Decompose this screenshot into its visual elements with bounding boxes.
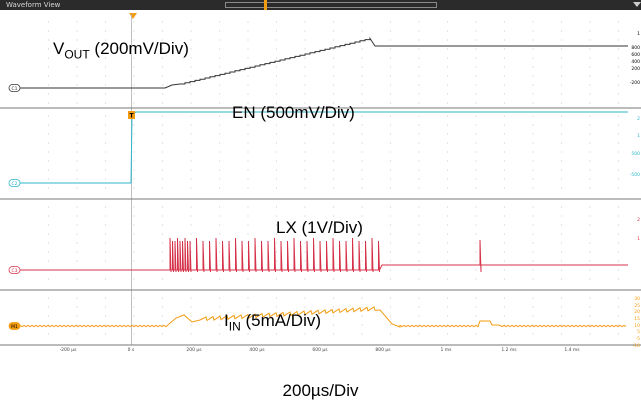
trigger-position-marker[interactable] bbox=[129, 13, 137, 19]
scale-tick-m1-2: 20 bbox=[634, 309, 640, 315]
channel-badge-m1: M1 bbox=[8, 322, 21, 330]
channel-badge-label: M1 bbox=[11, 324, 18, 330]
scale-tick-m1-1: 25 bbox=[634, 303, 640, 309]
channel-badge-label: C1 bbox=[11, 86, 17, 92]
trigger-flag-label: T bbox=[129, 113, 134, 120]
time-tick-label: 1 ms bbox=[440, 347, 452, 353]
vout-label: VOUT (200mV/Div) bbox=[53, 39, 189, 61]
scale-tick-c2-1: 1 bbox=[637, 133, 640, 139]
iin-label-sub: IN bbox=[228, 319, 241, 334]
scale-tick-m1-0: 30 bbox=[634, 296, 640, 302]
scale-tick-c1-2: 600 bbox=[631, 52, 640, 58]
scale-tick-m1-4: 10 bbox=[634, 323, 640, 329]
graticule bbox=[48, 14, 619, 345]
en-label: EN (500mV/Div) bbox=[232, 103, 355, 122]
iin-waveform bbox=[15, 306, 627, 328]
time-tick-label: 1.2 ms bbox=[501, 347, 517, 353]
panel-menu-icon[interactable] bbox=[633, 2, 641, 7]
iin-label-main: I bbox=[224, 311, 229, 330]
scale-tick-c1-4: 200 bbox=[631, 66, 640, 72]
iin-label: IIN (5mA/Div) bbox=[224, 311, 321, 333]
scale-tick-c1-3: 400 bbox=[631, 59, 640, 65]
scale-tick-c3-0: 2 bbox=[637, 217, 640, 223]
window-title: Waveform View bbox=[6, 1, 61, 9]
channel-badge-c1: C1 bbox=[8, 84, 21, 92]
vout-waveform bbox=[16, 36, 628, 89]
scale-tick-c1-1: 800 bbox=[631, 45, 640, 51]
trigger-flag-box bbox=[128, 111, 135, 119]
waveforms bbox=[15, 36, 628, 328]
vout-label-scale: (200mV/Div) bbox=[89, 39, 189, 58]
time-tick-label: 800 µs bbox=[375, 347, 391, 353]
trigger-flag: T bbox=[128, 111, 135, 120]
channel-badge-label: C3 bbox=[11, 268, 17, 274]
lx-waveform bbox=[16, 237, 628, 273]
vout-label-main: V bbox=[53, 39, 65, 58]
scale-tick-c2-2: 500 bbox=[631, 151, 640, 157]
channel-badge-c3: C3 bbox=[8, 266, 21, 274]
channel-badge-label: C2 bbox=[11, 181, 17, 187]
scale-tick-m1-5: 5 bbox=[637, 329, 640, 335]
time-tick-label: 200 µs bbox=[186, 347, 202, 353]
time-tick-label: 0 s bbox=[128, 347, 135, 353]
time-tick-label: 600 µs bbox=[312, 347, 328, 353]
vout-label-sub: OUT bbox=[64, 47, 90, 62]
grid-dots bbox=[48, 21, 619, 335]
channel-badge-shape bbox=[8, 179, 21, 187]
scale-tick-c3-1: 1 bbox=[637, 236, 640, 242]
time-tick-label: 400 µs bbox=[249, 347, 265, 353]
channel-badges: C1 C2 C3 M1 bbox=[8, 84, 21, 330]
channel-badge-shape bbox=[8, 84, 21, 92]
time-axis: -200 µs 0 s 200 µs 400 µs 600 µs 800 µs 1 ms 1.… bbox=[60, 347, 581, 353]
scale-tick-c2-3: -500 bbox=[630, 172, 640, 178]
scale-tick-c2-0: 2 bbox=[637, 116, 640, 122]
scale-tick-c1-0: 1 bbox=[637, 31, 640, 37]
time-tick-label: 1.4 ms bbox=[564, 347, 580, 353]
lx-label: LX (1V/Div) bbox=[276, 218, 363, 237]
scale-tick-m1-3: 15 bbox=[634, 316, 640, 322]
time-tick-label: -200 µs bbox=[60, 347, 78, 353]
channel-badge-shape bbox=[8, 266, 21, 274]
channel-badge-c2: C2 bbox=[8, 179, 21, 187]
scale-tick-c1-5: -200 bbox=[630, 80, 640, 86]
scale-labels: 1800600400200-20021500-5002130252015105-… bbox=[630, 31, 640, 349]
channel-badge-shape bbox=[8, 322, 21, 330]
iin-label-scale: (5mA/Div) bbox=[240, 311, 322, 330]
panel-separators bbox=[0, 107, 641, 346]
scrollbar-thumb[interactable] bbox=[264, 0, 267, 10]
scale-tick-m1-7: -10 bbox=[633, 343, 640, 349]
timebase-caption: 200µs/Div bbox=[282, 381, 359, 400]
waveform-view-titlebar: Waveform View bbox=[0, 0, 641, 10]
timebase-scrollbar[interactable] bbox=[225, 2, 437, 8]
scale-tick-m1-6: -5 bbox=[636, 336, 641, 342]
